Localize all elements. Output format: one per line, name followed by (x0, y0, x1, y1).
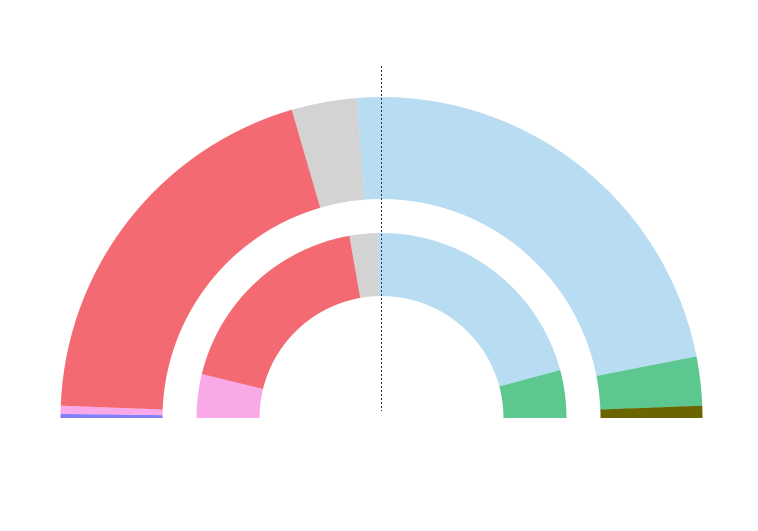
rings-layer (60, 97, 703, 418)
ring-1-slice-6 (596, 356, 703, 410)
ring-1-slice-2 (60, 405, 163, 416)
ring-2-slice-3 (349, 233, 379, 298)
ring-1-slice-1 (60, 413, 163, 418)
ring-2-slice-5 (499, 370, 567, 418)
ring-1-slice-7 (600, 405, 703, 418)
ring-1-slice-3 (60, 109, 321, 410)
ring-2-slice-4 (377, 232, 561, 387)
ring-1-slice-4 (291, 97, 365, 208)
ring-2-slice-2 (201, 235, 361, 389)
ring-2-slice-1 (196, 374, 263, 418)
ring-1-slice-5 (356, 97, 697, 376)
